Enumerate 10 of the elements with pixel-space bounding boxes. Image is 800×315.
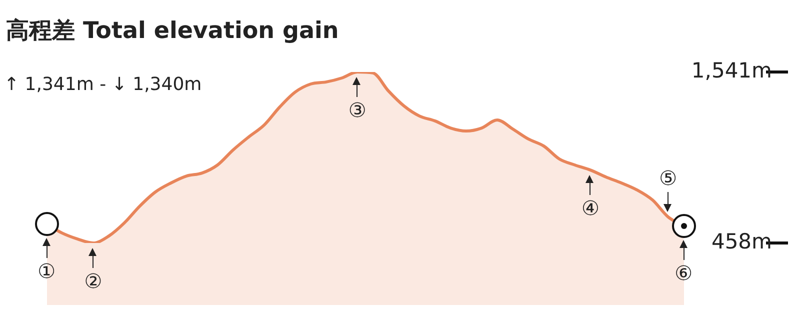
- chart-subtitle: ↑ 1,341m - ↓ 1,340m: [4, 74, 202, 95]
- annotation: ③: [348, 98, 366, 122]
- chart-title: 高程差 Total elevation gain: [6, 17, 339, 46]
- annotation: ⑤: [659, 166, 678, 190]
- annotation: ⑥: [674, 260, 693, 285]
- y-tick-label: 458m: [711, 229, 772, 254]
- annotation: ②: [84, 269, 102, 293]
- annotation: ④: [581, 196, 600, 220]
- y-tick-label: 1,541m: [691, 58, 772, 82]
- annotation: ①: [38, 259, 56, 284]
